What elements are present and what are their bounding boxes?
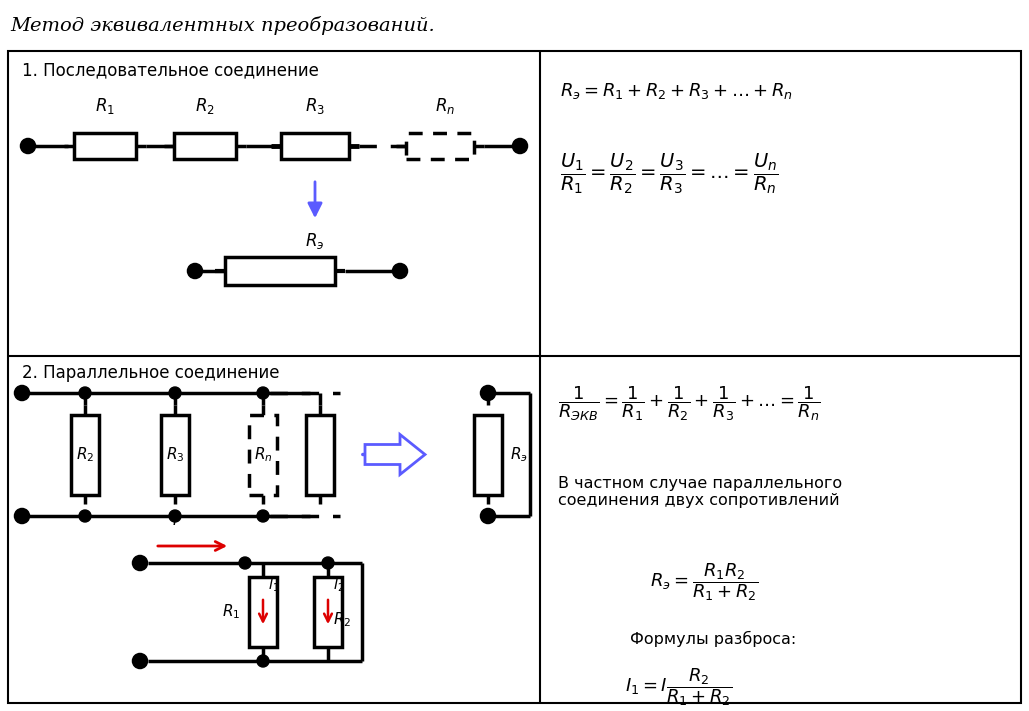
Text: $R_э$: $R_э$ bbox=[510, 445, 528, 464]
Circle shape bbox=[481, 509, 495, 523]
Circle shape bbox=[513, 139, 527, 153]
Circle shape bbox=[21, 139, 35, 153]
Circle shape bbox=[169, 387, 181, 399]
Text: $R_3$: $R_3$ bbox=[166, 445, 184, 464]
Bar bbox=[74, 133, 136, 159]
Bar bbox=[406, 133, 474, 159]
Text: $\dfrac{U_1}{R_1} = \dfrac{U_2}{R_2} = \dfrac{U_3}{R_3} = \ldots = \dfrac{U_n}{R: $\dfrac{U_1}{R_1} = \dfrac{U_2}{R_2} = \… bbox=[560, 151, 779, 196]
Text: $R_1$: $R_1$ bbox=[222, 603, 240, 621]
Circle shape bbox=[257, 387, 269, 399]
Circle shape bbox=[133, 654, 147, 668]
Bar bbox=[71, 415, 99, 494]
Circle shape bbox=[481, 386, 495, 400]
Text: $R_2$: $R_2$ bbox=[196, 96, 215, 116]
Circle shape bbox=[393, 264, 407, 278]
Text: Формулы разброса:: Формулы разброса: bbox=[630, 631, 796, 647]
Text: $R_э$: $R_э$ bbox=[306, 231, 325, 251]
Text: В частном случае параллельного
соединения двух сопротивлений: В частном случае параллельного соединени… bbox=[558, 476, 842, 508]
Bar bbox=[249, 415, 277, 494]
Text: $R_2$: $R_2$ bbox=[333, 611, 351, 629]
Circle shape bbox=[79, 510, 91, 522]
Circle shape bbox=[169, 510, 181, 522]
Text: $R_n$: $R_n$ bbox=[435, 96, 455, 116]
Text: $R_э = \dfrac{R_1 R_2}{R_1 + R_2}$: $R_э = \dfrac{R_1 R_2}{R_1 + R_2}$ bbox=[650, 561, 758, 603]
Text: $I_1 = I \dfrac{R_2}{R_1 + R_2}$: $I_1 = I \dfrac{R_2}{R_1 + R_2}$ bbox=[625, 666, 733, 707]
Polygon shape bbox=[365, 434, 425, 474]
Circle shape bbox=[239, 557, 251, 569]
Text: $I$: $I$ bbox=[172, 512, 178, 528]
Text: $\dfrac{1}{R_{ЭКВ}} = \dfrac{1}{R_1} + \dfrac{1}{R_2} + \dfrac{1}{R_3} + \ldots : $\dfrac{1}{R_{ЭКВ}} = \dfrac{1}{R_1} + \… bbox=[558, 384, 821, 422]
Circle shape bbox=[188, 264, 202, 278]
Bar bbox=[174, 133, 236, 159]
Circle shape bbox=[79, 387, 91, 399]
Text: $R_2$: $R_2$ bbox=[76, 445, 94, 464]
Text: $R_3$: $R_3$ bbox=[305, 96, 325, 116]
Circle shape bbox=[15, 509, 29, 523]
Bar bbox=[306, 415, 334, 494]
Text: 2. Параллельное соединение: 2. Параллельное соединение bbox=[22, 364, 280, 382]
Circle shape bbox=[133, 556, 147, 570]
Bar bbox=[281, 133, 349, 159]
Circle shape bbox=[322, 557, 334, 569]
Bar bbox=[474, 415, 502, 494]
Circle shape bbox=[257, 655, 269, 667]
Text: 1. Последовательное соединение: 1. Последовательное соединение bbox=[22, 61, 319, 79]
Bar bbox=[161, 415, 189, 494]
Text: $R_э = R_1 + R_2 + R_3 + \ldots + R_n$: $R_э = R_1 + R_2 + R_3 + \ldots + R_n$ bbox=[560, 81, 793, 101]
Bar bbox=[225, 257, 335, 285]
Text: $I_1$: $I_1$ bbox=[268, 577, 279, 594]
Text: $R_n$: $R_n$ bbox=[254, 445, 273, 464]
Bar bbox=[249, 577, 277, 647]
Bar bbox=[314, 577, 342, 647]
Circle shape bbox=[15, 386, 29, 400]
Text: Метод эквивалентных преобразований.: Метод эквивалентных преобразований. bbox=[10, 16, 434, 35]
Text: $R_1$: $R_1$ bbox=[95, 96, 115, 116]
Text: $I_2$: $I_2$ bbox=[333, 577, 345, 594]
Circle shape bbox=[257, 510, 269, 522]
